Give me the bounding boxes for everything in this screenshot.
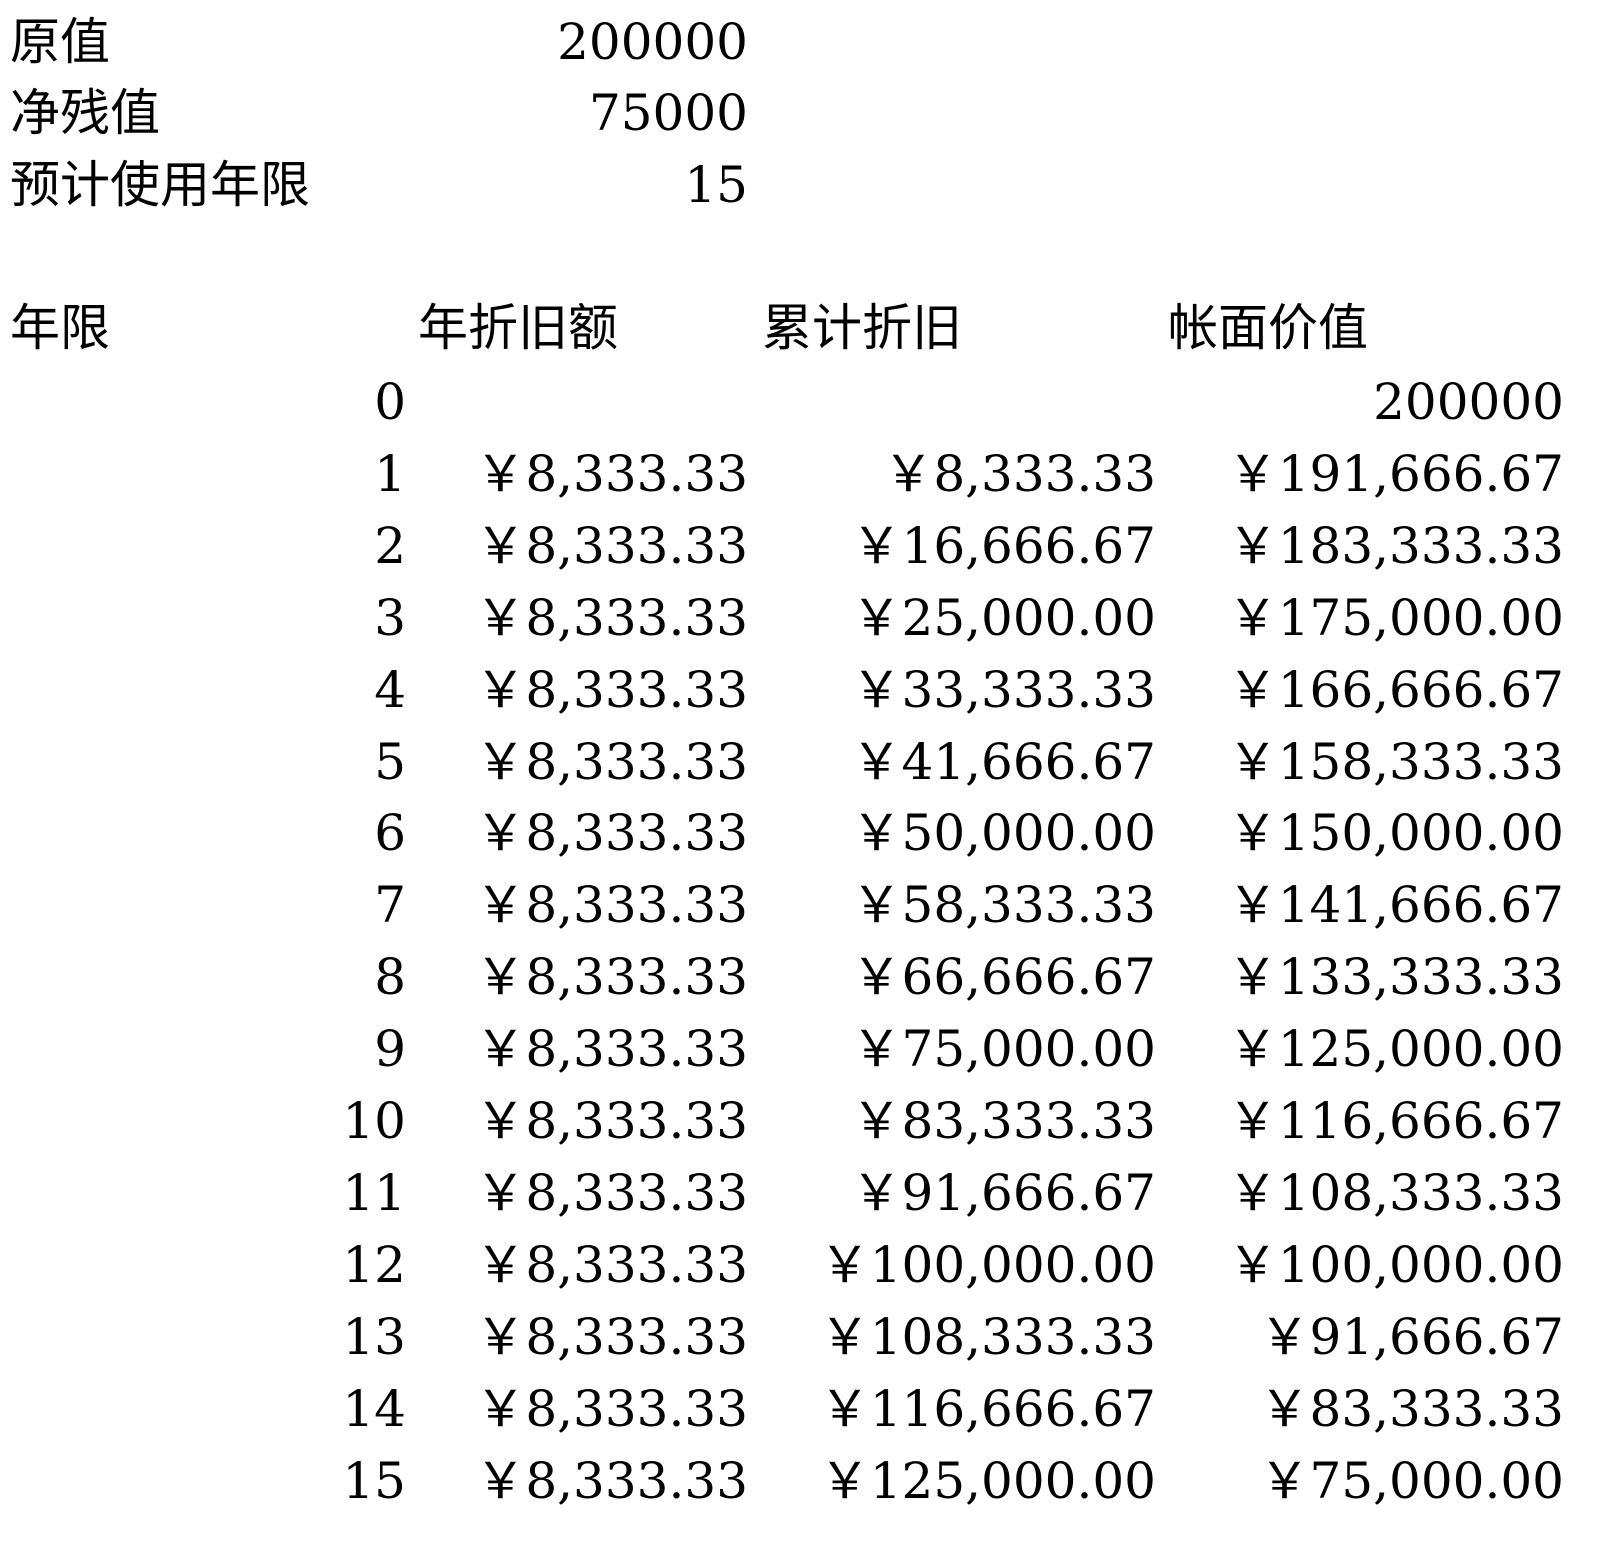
param-value-salvage-value: 75000 — [588, 84, 748, 142]
header-year: 年限 — [10, 299, 110, 357]
param-value-useful-life: 15 — [684, 156, 748, 214]
cell-year: 5 — [374, 732, 406, 791]
cell-book-value: ￥133,333.33 — [1227, 948, 1564, 1007]
cell-annual-depreciation: ￥8,333.33 — [475, 876, 748, 935]
cell-book-value: ￥125,000.00 — [1227, 1020, 1564, 1079]
param-label-useful-life: 预计使用年限 — [10, 156, 310, 214]
cell-book-value: ￥91,666.67 — [1259, 1307, 1564, 1366]
cell-accumulated-depreciation: ￥75,000.00 — [851, 1020, 1156, 1079]
cell-year: 8 — [374, 948, 406, 1007]
cell-book-value: ￥83,333.33 — [1259, 1379, 1564, 1438]
cell-book-value: ￥175,000.00 — [1227, 588, 1564, 647]
cell-book-value: ￥75,000.00 — [1259, 1451, 1564, 1510]
cell-accumulated-depreciation: ￥33,333.33 — [851, 660, 1156, 719]
cell-book-value: ￥100,000.00 — [1227, 1235, 1564, 1294]
cell-annual-depreciation: ￥8,333.33 — [475, 1307, 748, 1366]
cell-year: 13 — [342, 1307, 406, 1366]
cell-book-value: ￥183,333.33 — [1227, 516, 1564, 575]
cell-accumulated-depreciation: ￥100,000.00 — [819, 1235, 1156, 1294]
cell-accumulated-depreciation: ￥8,333.33 — [883, 444, 1156, 503]
cell-annual-depreciation: ￥8,333.33 — [475, 732, 748, 791]
cell-annual-depreciation: ￥8,333.33 — [475, 948, 748, 1007]
cell-annual-depreciation — [420, 366, 748, 438]
cell-year: 4 — [374, 660, 406, 719]
cell-year: 9 — [374, 1020, 406, 1079]
cell-annual-depreciation: ￥8,333.33 — [475, 1235, 748, 1294]
cell-year: 15 — [342, 1451, 406, 1510]
cell-accumulated-depreciation: ￥108,333.33 — [819, 1307, 1156, 1366]
cell-book-value: ￥116,666.67 — [1227, 1092, 1564, 1150]
cell-annual-depreciation: ￥8,333.33 — [475, 1163, 748, 1222]
cell-accumulated-depreciation: ￥116,666.67 — [819, 1379, 1156, 1438]
cell-accumulated-depreciation — [760, 366, 1156, 438]
cell-year: 1 — [374, 444, 406, 503]
cell-annual-depreciation: ￥8,333.33 — [475, 1451, 748, 1510]
cell-annual-depreciation: ￥8,333.33 — [475, 516, 748, 575]
cell-book-value: ￥158,333.33 — [1227, 732, 1564, 791]
param-value-original-value: 200000 — [557, 13, 748, 71]
cell-accumulated-depreciation: ￥50,000.00 — [851, 804, 1156, 863]
cell-book-value: ￥108,333.33 — [1227, 1163, 1564, 1222]
cell-year: 10 — [342, 1092, 406, 1150]
cell-annual-depreciation: ￥8,333.33 — [475, 1379, 748, 1438]
header-accumulated-depreciation: 累计折旧 — [762, 299, 962, 357]
cell-accumulated-depreciation: ￥91,666.67 — [851, 1163, 1156, 1222]
cell-year: 11 — [342, 1163, 406, 1222]
cell-annual-depreciation: ￥8,333.33 — [475, 444, 748, 503]
cell-year: 14 — [342, 1379, 406, 1438]
cell-accumulated-depreciation: ￥66,666.67 — [851, 948, 1156, 1007]
header-book-value: 帐面价值 — [1168, 299, 1368, 357]
header-annual-depreciation: 年折旧额 — [418, 299, 618, 357]
cell-accumulated-depreciation: ￥125,000.00 — [819, 1451, 1156, 1510]
cell-accumulated-depreciation: ￥58,333.33 — [851, 876, 1156, 935]
cell-book-value: ￥141,666.67 — [1227, 876, 1564, 935]
cell-book-value: 200000 — [1373, 373, 1564, 431]
cell-book-value: ￥166,666.67 — [1227, 660, 1564, 719]
param-label-original-value: 原值 — [10, 13, 110, 71]
cell-annual-depreciation: ￥8,333.33 — [475, 1092, 748, 1150]
cell-annual-depreciation: ￥8,333.33 — [475, 588, 748, 647]
cell-year: 2 — [374, 516, 406, 575]
cell-accumulated-depreciation: ￥16,666.67 — [851, 516, 1156, 575]
cell-book-value: ￥191,666.67 — [1227, 444, 1564, 503]
cell-accumulated-depreciation: ￥25,000.00 — [851, 588, 1156, 647]
cell-accumulated-depreciation: ￥41,666.67 — [851, 732, 1156, 791]
cell-accumulated-depreciation: ￥83,333.33 — [851, 1092, 1156, 1150]
cell-annual-depreciation: ￥8,333.33 — [475, 804, 748, 863]
cell-year: 3 — [374, 588, 406, 647]
cell-annual-depreciation: ￥8,333.33 — [475, 660, 748, 719]
cell-annual-depreciation: ￥8,333.33 — [475, 1020, 748, 1079]
cell-year: 12 — [342, 1235, 406, 1294]
cell-year: 6 — [374, 804, 406, 863]
cell-year: 0 — [374, 373, 406, 431]
cell-year: 7 — [374, 876, 406, 935]
param-label-salvage-value: 净残值 — [10, 84, 160, 142]
cell-book-value: ￥150,000.00 — [1227, 804, 1564, 863]
